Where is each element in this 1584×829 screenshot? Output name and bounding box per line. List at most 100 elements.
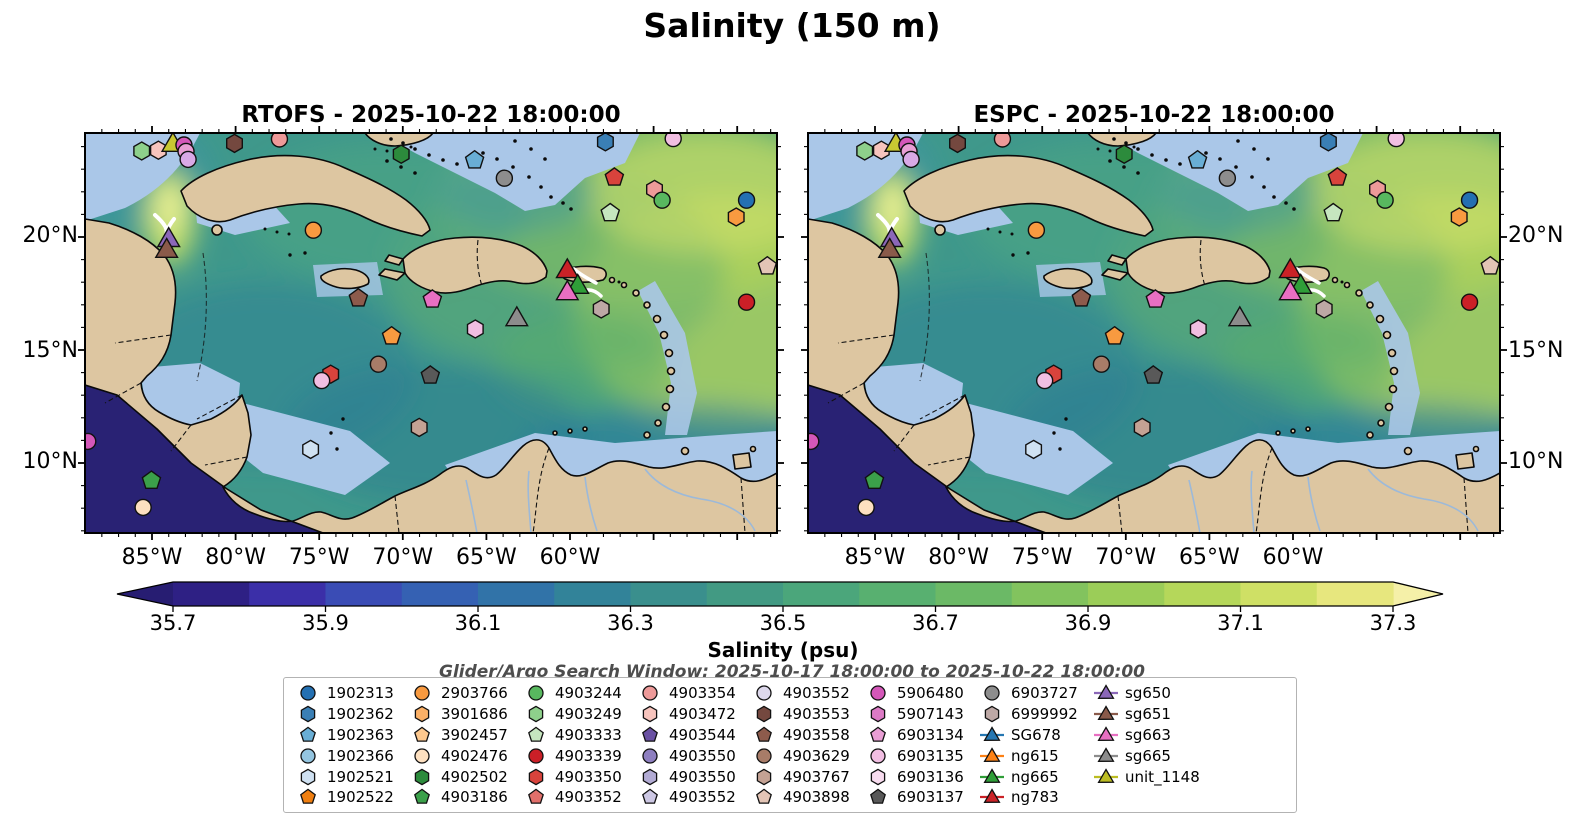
legend-item-label: 3901686 <box>441 705 508 724</box>
argo-float-marker <box>856 141 874 161</box>
argo-float-marker <box>312 371 331 390</box>
float-marker-icon <box>870 768 886 785</box>
argo-float-marker <box>757 255 777 275</box>
argo-float-marker <box>1115 144 1133 165</box>
float-marker-icon <box>756 748 772 764</box>
legend-item: 4903629 <box>752 745 866 766</box>
panel-title-espc: ESPC - 2025-10-22 18:00:00 <box>973 102 1335 128</box>
legend-item-label: 4903350 <box>555 767 622 786</box>
colorbar-segment <box>1316 582 1394 606</box>
legend-item-label: ng615 <box>1011 746 1059 765</box>
legend-item-label: 1902362 <box>327 705 394 724</box>
lat-tick-label: 15°N <box>22 338 78 363</box>
glider-marker-icon <box>1094 726 1118 741</box>
legend-item-label: 4902476 <box>441 746 508 765</box>
legend-item-label: 4903472 <box>669 705 736 724</box>
legend-item-label: 4903354 <box>669 684 736 703</box>
argo-float-marker <box>1092 355 1111 373</box>
legend: 1902313 1902362 1902363 1902366 1902521 19025… <box>283 677 1297 813</box>
legend-item: 6903134 <box>866 725 980 746</box>
lon-tick-label: 75°W <box>1011 545 1073 570</box>
float-marker-icon <box>642 705 658 723</box>
legend-item: 6903135 <box>866 745 980 766</box>
legend-item-label: 4903249 <box>555 705 622 724</box>
legend-item-label: 1902363 <box>327 725 394 744</box>
lon-tick-label: 60°W <box>1262 545 1324 570</box>
legend-item-label: 1902313 <box>327 684 394 703</box>
legend-item: 4903550 <box>638 766 752 787</box>
glider-marker <box>555 257 580 279</box>
colorbar-segment <box>249 582 327 606</box>
legend-item-label: 2903766 <box>441 684 508 703</box>
observation-markers <box>808 133 1500 517</box>
float-marker-icon <box>528 726 544 742</box>
legend-item: 4903472 <box>638 704 752 725</box>
colorbar-segment <box>859 582 937 606</box>
panel-frame <box>84 132 778 534</box>
argo-float-marker <box>381 325 402 345</box>
argo-float-marker <box>596 133 614 152</box>
colorbar-segment <box>401 582 479 606</box>
argo-float-marker <box>902 150 920 169</box>
argo-float-marker <box>1387 133 1405 148</box>
colorbar-tick-label: 36.1 <box>454 611 502 635</box>
legend-item: 1902362 <box>296 704 410 725</box>
float-marker-icon <box>642 748 658 764</box>
lon-tick-label: 75°W <box>288 545 350 570</box>
legend-item: 4903552 <box>752 683 866 704</box>
colorbar-over-arrow <box>1393 582 1443 606</box>
glider-marker <box>877 237 902 259</box>
figure-title: Salinity (150 m) <box>643 6 941 45</box>
float-marker-icon <box>642 788 658 805</box>
float-marker-icon <box>528 768 544 785</box>
float-marker-icon <box>756 705 772 723</box>
colorbar-segment <box>706 582 784 606</box>
legend-column: sg650 sg651 sg663 sg665 unit_1148 <box>1094 683 1244 812</box>
argo-float-marker <box>1143 365 1164 384</box>
float-marker-icon <box>414 768 430 785</box>
colorbar-tick-label: 36.3 <box>607 611 654 635</box>
legend-item: 2903766 <box>410 683 524 704</box>
legend-item-label: sg663 <box>1125 725 1171 744</box>
legend-item: 4903333 <box>524 725 638 746</box>
lat-tick-label: 15°N <box>1508 338 1564 363</box>
argo-float-marker <box>302 439 320 460</box>
lat-tick-label: 10°N <box>22 449 78 474</box>
legend-item-label: sg651 <box>1125 705 1171 724</box>
legend-item-label: 4903558 <box>783 725 850 744</box>
argo-float-marker <box>737 191 756 209</box>
float-marker-icon <box>870 748 886 764</box>
colorbar-segment <box>554 582 632 606</box>
argo-float-marker <box>1323 202 1344 222</box>
legend-item-label: 4903544 <box>669 725 736 744</box>
legend-item: ng783 <box>980 787 1094 808</box>
argo-float-marker <box>1035 371 1054 390</box>
float-marker-icon <box>756 685 772 702</box>
legend-item: sg665 <box>1094 745 1244 766</box>
legend-item-label: 4903550 <box>669 767 736 786</box>
legend-item-label: 6999992 <box>1011 705 1078 724</box>
float-marker-icon <box>870 685 886 702</box>
lon-tick-label: 65°W <box>456 545 517 570</box>
legend-item: 4903767 <box>752 766 866 787</box>
legend-item: 1902313 <box>296 683 410 704</box>
legend-item: 4902502 <box>410 766 524 787</box>
argo-float-marker <box>1480 255 1500 275</box>
legend-item-label: 6903137 <box>897 788 964 807</box>
legend-item: 4903544 <box>638 725 752 746</box>
panel-title-rtofs: RTOFS - 2025-10-22 18:00:00 <box>241 102 621 128</box>
legend-item: sg650 <box>1094 683 1244 704</box>
legend-item: 4902476 <box>410 745 524 766</box>
argo-float-marker <box>864 470 885 489</box>
argo-float-marker <box>1319 133 1337 152</box>
legend-item: 6903727 <box>980 683 1094 704</box>
legend-item-label: 4903244 <box>555 684 622 703</box>
float-marker-icon <box>300 685 316 702</box>
colorbar-tick-label: 36.9 <box>1064 611 1112 635</box>
argo-float-marker <box>348 287 369 307</box>
legend-column: 4903354 4903472 4903544 4903550 4903550 49035… <box>638 683 752 812</box>
legend-item-label: 4903339 <box>555 746 622 765</box>
argo-float-marker <box>993 133 1012 148</box>
colorbar-label: Salinity (psu) <box>707 638 859 662</box>
